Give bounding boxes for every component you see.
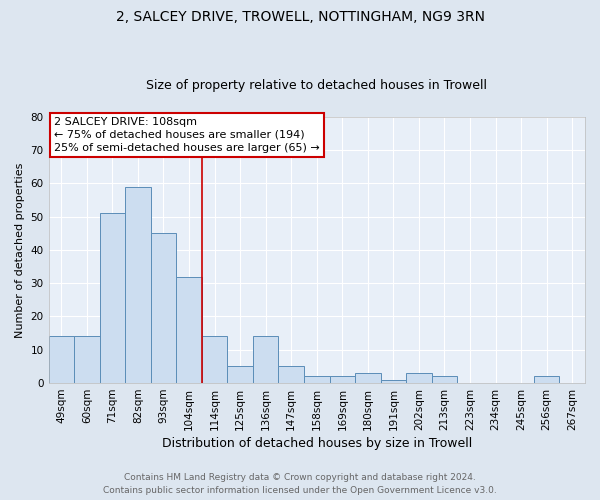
Bar (125, 186, 151, 383)
Bar (380, 380, 406, 383)
Bar (355, 373, 380, 383)
X-axis label: Distribution of detached houses by size in Trowell: Distribution of detached houses by size … (161, 437, 472, 450)
Bar (304, 376, 329, 383)
Bar (329, 376, 355, 383)
Bar (74, 336, 100, 383)
Bar (151, 234, 176, 383)
Y-axis label: Number of detached properties: Number of detached properties (15, 162, 25, 338)
Bar (100, 214, 125, 383)
Bar (49, 336, 74, 383)
Bar (406, 373, 432, 383)
Text: 2 SALCEY DRIVE: 108sqm
← 75% of detached houses are smaller (194)
25% of semi-de: 2 SALCEY DRIVE: 108sqm ← 75% of detached… (54, 117, 320, 153)
Bar (227, 366, 253, 383)
Title: Size of property relative to detached houses in Trowell: Size of property relative to detached ho… (146, 79, 487, 92)
Bar (534, 376, 559, 383)
Text: Contains HM Land Registry data © Crown copyright and database right 2024.
Contai: Contains HM Land Registry data © Crown c… (103, 473, 497, 495)
Bar (176, 276, 202, 383)
Bar (278, 366, 304, 383)
Text: 2, SALCEY DRIVE, TROWELL, NOTTINGHAM, NG9 3RN: 2, SALCEY DRIVE, TROWELL, NOTTINGHAM, NG… (115, 10, 485, 24)
Bar (432, 376, 457, 383)
Bar (202, 336, 227, 383)
Bar (253, 336, 278, 383)
